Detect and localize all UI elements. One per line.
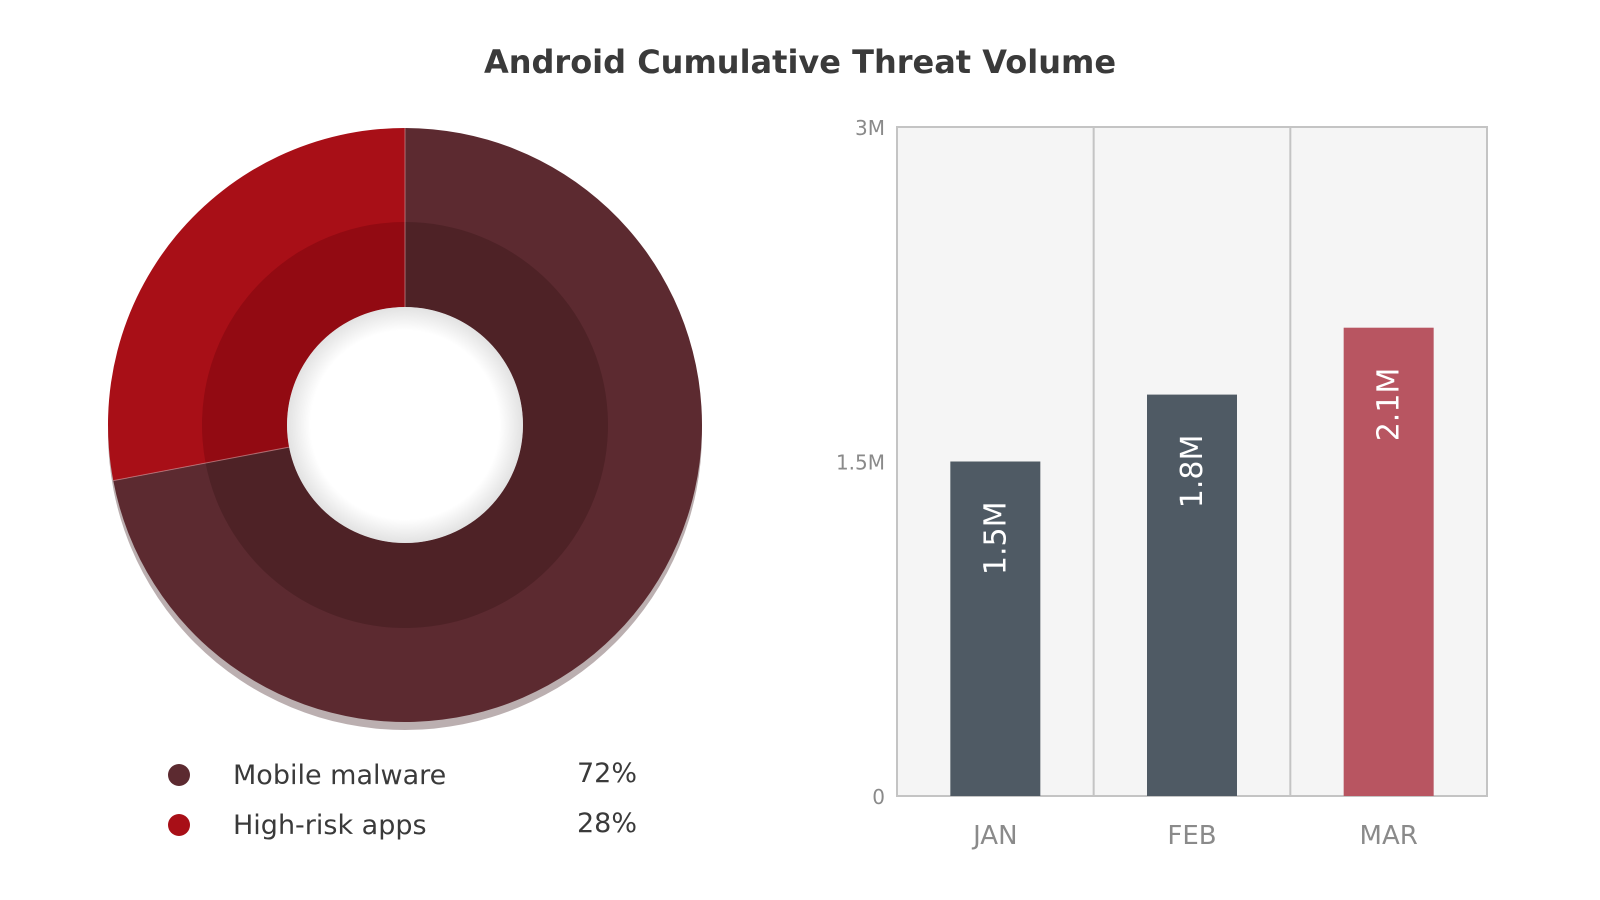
y-tick-label: 0 — [872, 785, 885, 809]
bar-jan — [950, 461, 1041, 796]
donut-legend: Mobile malware 72% High-risk apps 28% — [168, 758, 637, 841]
legend-label-mobile-malware: Mobile malware — [233, 760, 446, 791]
legend-label-high-risk-apps: High-risk apps — [233, 810, 427, 841]
bar-value-label: 2.1M — [1372, 368, 1407, 442]
chart-title: Android Cumulative Threat Volume — [484, 43, 1116, 81]
bar-value-label: 1.5M — [978, 501, 1013, 575]
x-tick-label: FEB — [1167, 821, 1216, 851]
bar-value-label: 1.8M — [1175, 435, 1210, 509]
donut-hole — [287, 307, 523, 543]
y-tick-label: 1.5M — [836, 451, 885, 475]
legend-swatch-mobile-malware — [168, 764, 190, 786]
legend-value-high-risk-apps: 28% — [577, 808, 637, 839]
bar-feb — [1147, 394, 1237, 796]
donut-slice-inner-ring — [205, 222, 608, 628]
donut-slice-mobile-malware — [113, 128, 703, 722]
donut-chart — [107, 127, 703, 730]
donut-slice-inner-ring — [202, 221, 405, 464]
legend-swatch-high-risk-apps — [168, 814, 190, 836]
x-tick-label: MAR — [1360, 821, 1418, 851]
donut-separator — [113, 446, 290, 482]
x-tick-label: JAN — [971, 821, 1017, 851]
bar-mar — [1343, 327, 1434, 796]
legend-value-mobile-malware: 72% — [577, 758, 637, 789]
bar-chart: 0 1.5M 3M 1.5M JAN 1.8M FEB 2.1M MAR — [836, 116, 1488, 851]
y-tick-label: 3M — [855, 116, 885, 140]
